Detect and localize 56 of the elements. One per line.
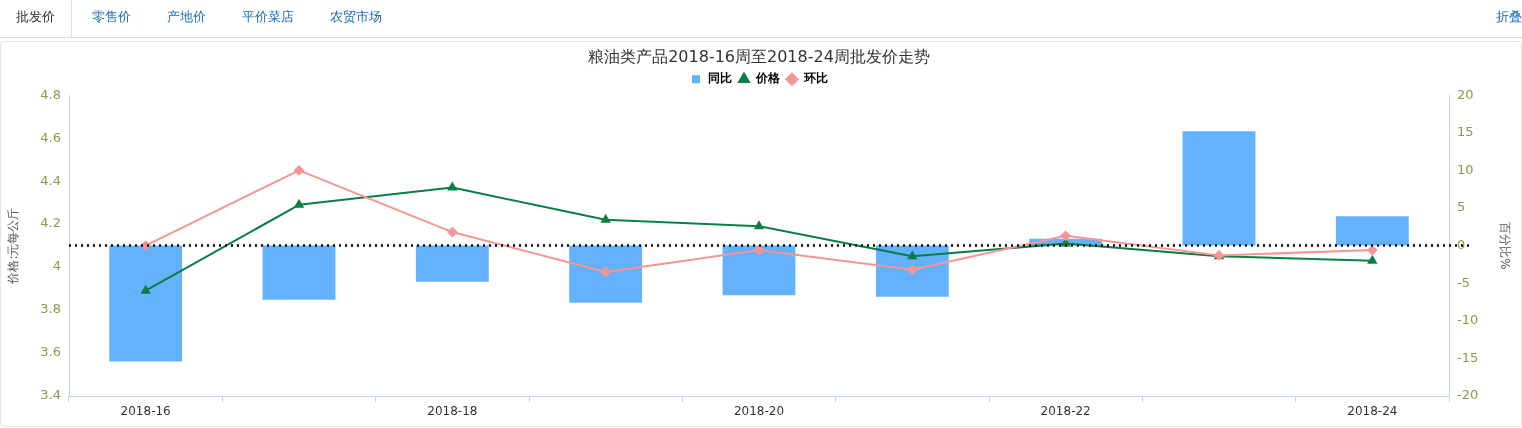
y2-tick-label: -5	[1457, 274, 1470, 290]
y-tick-label: 4.8	[40, 86, 61, 102]
bar	[109, 245, 183, 362]
point	[907, 264, 918, 275]
bar	[1335, 216, 1409, 246]
y2-tick-label: -20	[1457, 387, 1479, 403]
y2-tick-label: -10	[1457, 312, 1479, 328]
point	[294, 199, 304, 208]
x-tick-label: 2018-20	[733, 404, 785, 419]
y2-tick-label: 20	[1457, 86, 1474, 102]
point	[754, 221, 764, 230]
x-tick-label: 2018-24	[1347, 404, 1398, 419]
y-tick-label: 3.6	[40, 344, 61, 360]
x-tick-label: 2018-18	[427, 404, 478, 419]
y-axis-title: 价格:元每公斤	[6, 207, 21, 285]
point	[447, 227, 458, 238]
text: 零售价	[91, 8, 132, 26]
text: 折叠	[1496, 8, 1522, 26]
point	[141, 285, 151, 294]
legend-label: 同比	[708, 71, 732, 86]
y2-tick-label: 15	[1457, 124, 1474, 140]
x-tick-label: 2018-16	[120, 404, 171, 419]
point	[907, 251, 917, 260]
y-tick-label: 3.4	[40, 387, 61, 403]
y-tick-label: 4	[52, 258, 61, 274]
text: 批发价	[0, 0, 72, 37]
point	[447, 182, 457, 191]
point	[1367, 245, 1378, 256]
bar	[569, 245, 643, 303]
point	[754, 245, 764, 256]
x-tick-label: 2018-22	[1040, 404, 1091, 419]
y-tick-label: 4.4	[40, 172, 61, 188]
y-tick-label: 4.6	[40, 129, 61, 145]
bar	[875, 245, 949, 297]
point	[1060, 230, 1071, 241]
point	[294, 165, 304, 176]
point	[1367, 255, 1377, 264]
text: 平价菜店	[241, 8, 295, 26]
chart-title: 粮油类产品2018-16周至2018-24周批发价走势	[588, 46, 930, 66]
text: 产地价	[166, 8, 207, 26]
text: 农贸市场	[329, 8, 383, 26]
point	[600, 266, 611, 277]
y-tick-label: 3.8	[40, 301, 61, 317]
y2-tick-label: 10	[1457, 161, 1474, 177]
point	[601, 214, 611, 223]
bar	[262, 245, 336, 300]
y2-axis-title: 百分比%	[1497, 221, 1512, 270]
y-tick-label: 4.2	[40, 215, 61, 231]
bar	[415, 245, 489, 282]
bar	[1182, 131, 1256, 246]
y2-tick-label: 0	[1457, 236, 1466, 252]
legend-label: 环比	[803, 71, 828, 86]
bar	[722, 245, 796, 296]
legend-label: 价格	[755, 71, 781, 86]
y2-tick-label: 5	[1457, 199, 1466, 215]
y2-tick-label: -15	[1457, 349, 1479, 365]
